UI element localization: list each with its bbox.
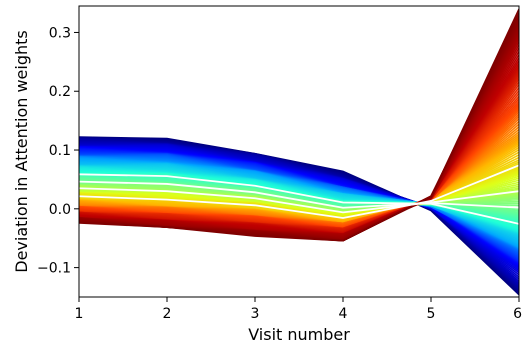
x-tick-label: 2 [163, 306, 172, 322]
x-tick-label: 4 [339, 306, 348, 322]
y-tick-label: −0.1 [37, 261, 71, 277]
y-axis-label: Deviation in Attention weights [12, 30, 31, 273]
series-line-highlight [79, 180, 519, 209]
series-line-highlight [79, 164, 519, 219]
series-line-highlight [79, 173, 519, 225]
x-tick-label: 1 [75, 306, 84, 322]
series-line-highlight [79, 187, 519, 214]
series-lines [79, 8, 519, 296]
axes: 1 2 3 4 5 6 −0.1 0.0 0.1 0.2 0.3 [37, 5, 522, 322]
y-tick-label: 0.1 [49, 143, 71, 159]
x-tick-label: 5 [427, 306, 436, 322]
x-tick-label: 3 [251, 306, 260, 322]
y-tick-label: 0.3 [49, 25, 71, 41]
y-tick-label: 0.0 [49, 202, 71, 218]
plot-frame [78, 5, 520, 298]
y-tick-label: 0.2 [49, 84, 71, 100]
x-tick-label: 6 [513, 306, 522, 322]
x-axis-label: Visit number [248, 325, 350, 344]
series-line [79, 8, 519, 242]
